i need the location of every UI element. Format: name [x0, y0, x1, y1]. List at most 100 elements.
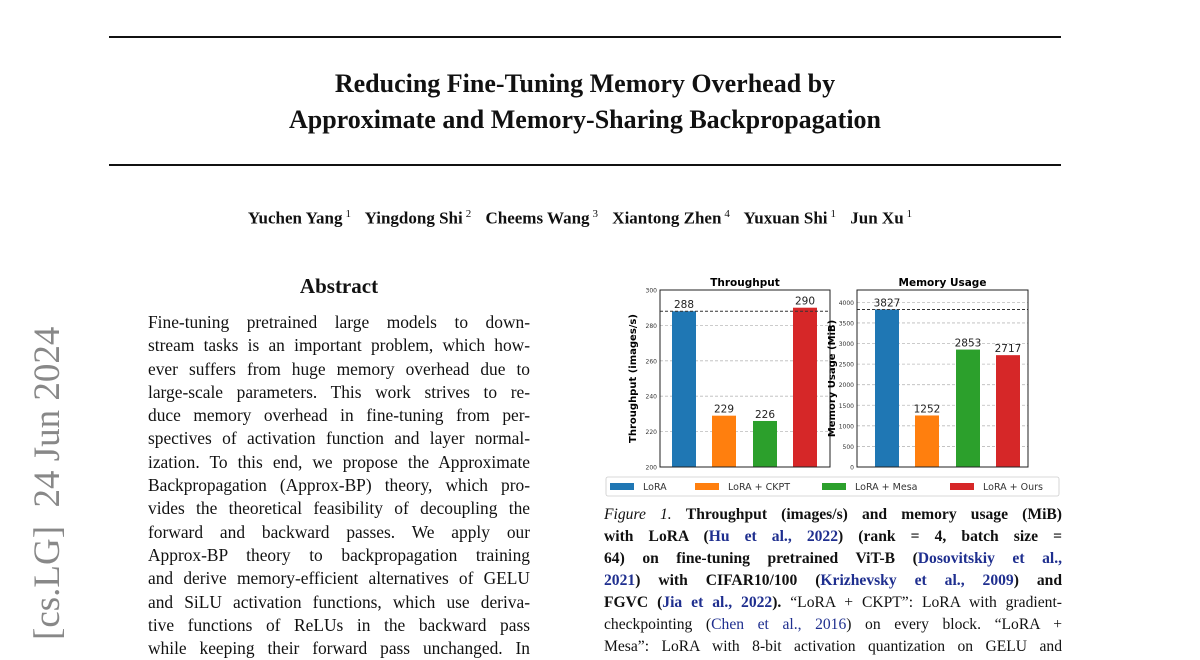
author-list: Yuchen Yang 1 Yingdong Shi 2 Cheems Wang 3 … — [109, 208, 1061, 229]
plot-frame — [856, 289, 1029, 468]
caption-text: ) and — [1013, 572, 1063, 589]
author: Cheems Wang — [485, 208, 590, 228]
y-tick-label: 4000 — [839, 300, 854, 307]
affiliation: 1 — [906, 208, 913, 220]
title-line-2: Approximate and Memory-Sharing Backpropa… — [288, 105, 882, 134]
abstract-line: while keeping their forward pass unchang… — [148, 638, 530, 659]
data-label: 1252 — [914, 403, 941, 415]
abstract-line: and SiLU activation functions, which use… — [148, 591, 530, 612]
figure-caption: Figure 1. Throughput (images/s) and memo… — [604, 504, 1062, 658]
paper-title: Reducing Fine-Tuning Memory Overhead by … — [109, 66, 1061, 138]
caption-text: with LoRA ( — [604, 528, 709, 545]
y-tick-label: 220 — [646, 429, 658, 436]
caption-text: ) (rank = 4, batch size = — [838, 528, 1062, 545]
legend-swatch — [610, 483, 634, 490]
caption-text: ). — [772, 594, 782, 611]
data-label: 226 — [755, 409, 775, 421]
bar-lora-ckpt — [915, 415, 939, 467]
abstract-line: Approx-BP theory to backpropagation trai… — [148, 544, 530, 565]
y-tick-label: 200 — [646, 465, 658, 472]
abstract-line: Fine-tuning pretrained large models to d… — [148, 312, 530, 332]
caption-text: Throughput (images/s) and memory usage (… — [685, 506, 1062, 523]
abstract-line: forward and backward passes. We apply ou… — [148, 521, 530, 542]
abstract-line: and derive memory-efficient alternatives… — [148, 568, 530, 589]
legend-label: LoRA — [643, 482, 667, 493]
plot-frame — [659, 289, 831, 468]
data-label: 2717 — [995, 343, 1022, 355]
bar-lora-ours — [996, 355, 1020, 467]
y-tick-label: 1500 — [839, 403, 854, 410]
caption-text: ) with CIFAR10/100 ( — [635, 572, 821, 589]
author: Yuxuan Shi — [743, 208, 828, 228]
y-tick-label: 500 — [843, 444, 855, 451]
affiliation: 4 — [724, 208, 730, 220]
caption-text: Mesa”: LoRA with 8-bit activation quanti… — [604, 638, 1062, 655]
data-label: 2853 — [955, 338, 982, 350]
data-label: 3827 — [874, 297, 901, 309]
author: Jun Xu — [850, 208, 904, 228]
data-label: 290 — [795, 296, 815, 308]
abstract-line: large-scale parameters. This work strive… — [148, 381, 530, 402]
title-line-1: Reducing Fine-Tuning Memory Overhead by — [334, 69, 836, 98]
caption-text: FGVC ( — [604, 594, 663, 611]
caption-text: checkpointing ( — [604, 616, 712, 633]
citation-link[interactable]: 2021 — [604, 572, 636, 589]
abstract-line: stream tasks is an important problem, wh… — [148, 335, 530, 356]
legend-label: LoRA + CKPT — [728, 482, 790, 493]
bar-lora — [875, 309, 899, 467]
caption-label: Figure 1. — [604, 506, 672, 523]
abstract-line: vides the theoretical feasibility of dec… — [148, 498, 530, 519]
y-axis-label: Throughput (images/s) — [628, 314, 639, 443]
bar-lora-ours — [793, 307, 817, 467]
citation-link[interactable]: Jia et al., 2022 — [662, 594, 773, 611]
abstract-line: tive functions of ReLUs in the backward … — [148, 614, 530, 635]
bar-lora-mesa — [753, 420, 777, 467]
y-tick-label: 3000 — [839, 341, 854, 348]
figure-1-chart: 200 220 240 260 280 300 288 229 226 290 Throughput… — [605, 277, 1060, 497]
y-tick-label: 300 — [646, 288, 658, 295]
author: Yingdong Shi — [364, 208, 463, 228]
chart-title: Memory Usage — [899, 277, 987, 289]
data-label: 229 — [714, 404, 734, 416]
y-tick-label: 2000 — [839, 382, 854, 389]
y-tick-label: 0 — [850, 465, 854, 472]
abstract-line: spectives of activation function and lay… — [148, 428, 530, 449]
bar-lora-ckpt — [712, 415, 736, 467]
legend-label: LoRA + Mesa — [855, 482, 917, 493]
citation-link[interactable]: Hu et al., 2022 — [708, 528, 839, 545]
bar-lora-mesa — [956, 349, 980, 467]
caption-text: “LoRA + CKPT”: LoRA with gradient- — [781, 594, 1062, 611]
y-tick-label: 260 — [646, 358, 658, 365]
abstract-line: ever suffers from huge memory overhead d… — [148, 358, 530, 379]
abstract-line: duce memory overhead in fine-tuning from… — [148, 405, 530, 426]
legend-swatch — [695, 483, 719, 490]
top-rule — [109, 36, 1061, 38]
legend-swatch — [950, 483, 974, 490]
abstract-heading: Abstract — [299, 274, 379, 298]
caption-text: ) on every block. “LoRA + — [846, 616, 1062, 633]
bottom-rule — [109, 164, 1061, 166]
caption-text: 64) on fine-tuning pretrained ViT-B ( — [604, 550, 918, 567]
y-tick-label: 2500 — [839, 362, 854, 369]
affiliation: 2 — [465, 208, 472, 220]
citation-link[interactable]: Krizhevsky et al., 2009 — [820, 572, 1014, 589]
y-axis-label: Memory Usage (MiB) — [827, 320, 838, 437]
y-tick-label: 240 — [646, 394, 658, 401]
data-label: 288 — [674, 299, 694, 311]
author: Xiantong Zhen — [612, 208, 722, 228]
citation-link[interactable]: Chen et al., 2016 — [711, 616, 847, 633]
legend-swatch — [822, 483, 846, 490]
y-tick-label: 3500 — [839, 320, 854, 327]
author: Yuchen Yang — [247, 208, 343, 228]
abstract-line: ization. To this end, we propose the App… — [148, 451, 530, 472]
affiliation: 1 — [345, 208, 351, 220]
citation-link[interactable]: Dosovitskiy et al., — [917, 550, 1062, 567]
legend-label: LoRA + Ours — [983, 482, 1043, 493]
abstract-line: Backpropagation (Approx-BP) theory, whic… — [148, 475, 530, 496]
chart-title: Throughput — [710, 277, 780, 289]
y-tick-label: 280 — [646, 323, 658, 330]
y-tick-label: 1000 — [839, 423, 854, 430]
arxiv-stamp: [cs.LG] 24 Jun 2024 — [27, 326, 68, 640]
affiliation: 3 — [592, 208, 599, 220]
affiliation: 1 — [830, 208, 837, 220]
